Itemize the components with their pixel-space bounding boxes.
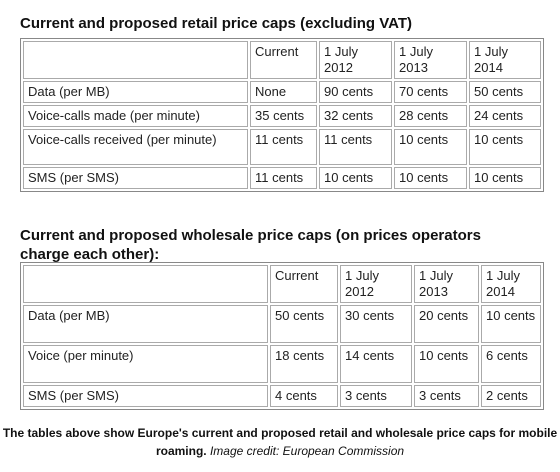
caption: The tables above show Europe's current a… <box>0 424 560 460</box>
table-row: SMS (per SMS) 11 cents 10 cents 10 cents 10 … <box>23 167 541 189</box>
table-cell: 10 cents <box>394 167 467 189</box>
header-cell <box>23 265 268 303</box>
table-cell: 3 cents <box>414 385 479 407</box>
header-row: Current 1 July 2012 1 July 2013 1 July 2014 <box>23 41 541 79</box>
table-row: Voice (per minute) 18 cents 14 cents 10 cen… <box>23 345 541 383</box>
table-cell: 32 cents <box>319 105 392 127</box>
table-cell: Data (per MB) <box>23 81 248 103</box>
table-cell: 3 cents <box>340 385 412 407</box>
header-cell: 1 July 2012 <box>319 41 392 79</box>
retail-title: Current and proposed retail price caps (… <box>20 15 413 32</box>
table-row: Voice-calls made (per minute) 35 cents 32 … <box>23 105 541 127</box>
table-cell: 11 cents <box>250 129 317 165</box>
retail-table: Current 1 July 2012 1 July 2013 1 July 2014… <box>20 38 544 192</box>
table-row: Data (per MB) None 90 cents 70 cents 50 cent… <box>23 81 541 103</box>
header-cell: Current <box>270 265 338 303</box>
table-cell: 50 cents <box>469 81 541 103</box>
wholesale-table: Current 1 July 2012 1 July 2013 1 July 2014… <box>20 262 544 410</box>
table-cell: 2 cents <box>481 385 541 407</box>
table-cell: 28 cents <box>394 105 467 127</box>
table-cell: 10 cents <box>481 305 541 343</box>
table-cell: Data (per MB) <box>23 305 268 343</box>
table-cell: SMS (per SMS) <box>23 167 248 189</box>
caption-text: The tables above show Europe's current a… <box>2 426 558 458</box>
table-cell: 18 cents <box>270 345 338 383</box>
header-cell <box>23 41 248 79</box>
table-cell: 10 cents <box>469 167 541 189</box>
header-cell: 1 July 2014 <box>481 265 541 303</box>
table-row: Data (per MB) 50 cents 30 cents 20 cents 10 … <box>23 305 541 343</box>
table-cell: 4 cents <box>270 385 338 407</box>
header-cell: 1 July 2014 <box>469 41 541 79</box>
table-cell: SMS (per SMS) <box>23 385 268 407</box>
image-credit: Image credit: European Commission <box>209 444 405 458</box>
table-cell: Voice-calls received (per minute) <box>23 129 248 165</box>
header-row: Current 1 July 2012 1 July 2013 1 July 2014 <box>23 265 541 303</box>
table-row: Voice-calls received (per minute) 11 cent… <box>23 129 541 165</box>
table-cell: 50 cents <box>270 305 338 343</box>
table-cell: 70 cents <box>394 81 467 103</box>
header-cell: 1 July 2013 <box>394 41 467 79</box>
table-cell: 30 cents <box>340 305 412 343</box>
table-cell: 6 cents <box>481 345 541 383</box>
table-cell: 10 cents <box>319 167 392 189</box>
table-cell: 90 cents <box>319 81 392 103</box>
table-cell: 20 cents <box>414 305 479 343</box>
header-cell: Current <box>250 41 317 79</box>
header-cell: 1 July 2012 <box>340 265 412 303</box>
table-cell: 10 cents <box>469 129 541 165</box>
header-cell: 1 July 2013 <box>414 265 479 303</box>
table-cell: 10 cents <box>394 129 467 165</box>
table-cell: None <box>250 81 317 103</box>
table-cell: 14 cents <box>340 345 412 383</box>
table-cell: Voice-calls made (per minute) <box>23 105 248 127</box>
table-cell: 35 cents <box>250 105 317 127</box>
wholesale-title: Current and proposed wholesale price cap… <box>20 227 481 263</box>
table-cell: 24 cents <box>469 105 541 127</box>
table-cell: 10 cents <box>414 345 479 383</box>
table-cell: 11 cents <box>319 129 392 165</box>
table-row: SMS (per SMS) 4 cents 3 cents 3 cents 2 cent… <box>23 385 541 407</box>
table-cell: Voice (per minute) <box>23 345 268 383</box>
table-cell: 11 cents <box>250 167 317 189</box>
